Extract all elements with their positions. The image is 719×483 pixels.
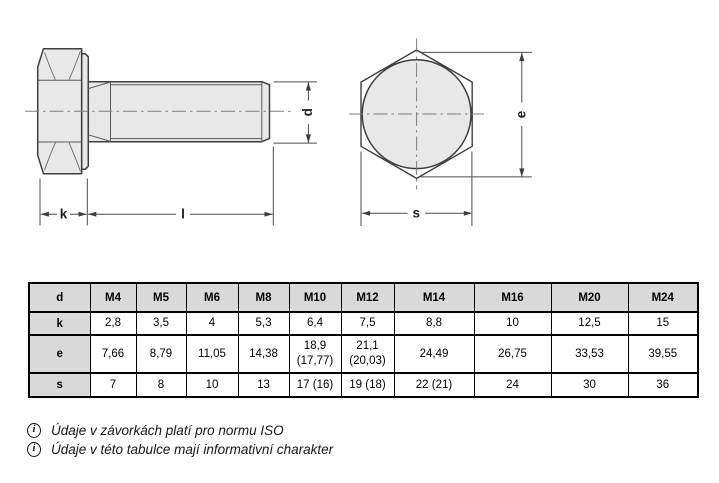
d-arrow-down [305, 134, 311, 143]
table-body: k 2,8 3,5 4 5,3 6,4 7,5 8,8 10 12,5 15 e 7,66 8,79 11,… [28, 311, 699, 398]
dimension-value-cell: 15 [627, 311, 699, 336]
column-header: M8 [237, 282, 290, 313]
head-chamfer-arc [44, 52, 56, 80]
dimension-value-cell: 36 [627, 372, 699, 398]
bolt-side-view: d k l [25, 47, 317, 226]
column-header: M24 [627, 282, 699, 313]
dimension-value-cell: 7,5 [340, 311, 395, 336]
s-arrow-left [361, 210, 370, 216]
bolt-front-view: e s [349, 38, 532, 226]
dimension-value-cell: 3,5 [135, 311, 187, 336]
dimension-value-cell: 4 [185, 311, 239, 336]
dimension-label-s: s [413, 205, 421, 220]
table-row: k 2,8 3,5 4 5,3 6,4 7,5 8,8 10 12,5 15 [28, 311, 699, 336]
row-label: k [28, 311, 91, 336]
dimension-value-cell: 24,49 [393, 334, 475, 374]
dimension-value-cell: 30 [550, 372, 629, 398]
column-header: M10 [288, 282, 342, 313]
dimension-value-cell: 18,9 (17,77) [288, 334, 342, 374]
dimension-value-cell: 13 [237, 372, 290, 398]
dimension-value-cell: 5,3 [237, 311, 290, 336]
table-row: s 7 8 10 13 17 (16) 19 (18) 22 (21) 24 30 36 [28, 372, 699, 398]
k-arrow-left [40, 211, 49, 217]
column-header: M16 [473, 282, 552, 313]
e-extension-lines [420, 51, 532, 178]
dimension-label-d: d [300, 108, 315, 116]
dimension-s: s [360, 151, 473, 226]
dimension-value-cell: 8 [135, 372, 187, 398]
head-chamfer-arc [68, 142, 81, 172]
k-arrow-right [78, 211, 87, 217]
thread-runout-bottom [88, 134, 111, 142]
info-icon: i [27, 423, 41, 438]
column-header: M12 [340, 282, 395, 313]
dimension-value-cell: 12,5 [550, 311, 629, 336]
dimension-d: d [273, 81, 317, 144]
row-label: s [28, 372, 91, 398]
dimension-value-cell: 39,55 [627, 334, 699, 374]
dimension-label-e: e [514, 110, 529, 118]
column-header: M20 [550, 282, 629, 313]
info-icon: i [27, 442, 41, 457]
k-l-extension-lines [39, 146, 274, 226]
e-arrow-down [519, 168, 525, 177]
dimension-value-cell: 11,05 [185, 334, 239, 374]
dimension-label-l: l [181, 206, 185, 221]
head-chamfer-arc [68, 50, 81, 80]
l-arrow-right [264, 211, 273, 217]
column-header: M14 [393, 282, 475, 313]
dimension-value-cell: 6,4 [288, 311, 342, 336]
footnotes: i Údaje v závorkách platí pro normu ISO i Ú… [27, 423, 333, 457]
dimensions-table: d M4 M5 M6 M8 M10 M12 M14 M16 M20 M24 k 2,8 3,5 4 5,3 6… [28, 282, 699, 398]
footnote-text: Údaje v této tabulce mají informativní c… [51, 442, 334, 457]
footnote: i Údaje v závorkách platí pro normu ISO [27, 423, 333, 438]
dimension-k-l: k l [39, 146, 274, 226]
column-header: d [28, 282, 91, 313]
dimension-value-cell: 19 (18) [340, 372, 395, 398]
column-header: M5 [135, 282, 187, 313]
dimension-value-cell: 33,53 [550, 334, 629, 374]
dimension-label-k: k [60, 206, 68, 221]
dimension-value-cell: 24 [473, 372, 552, 398]
head-chamfer-arc [44, 142, 56, 171]
dimension-value-cell: 22 (21) [393, 372, 475, 398]
s-extension-lines [360, 151, 473, 226]
table-header-row: d M4 M5 M6 M8 M10 M12 M14 M16 M20 M24 [28, 282, 699, 313]
footnote-text: Údaje v závorkách platí pro normu ISO [51, 423, 284, 438]
l-arrow-left [88, 211, 97, 217]
bolt-technical-drawing: d k l e [25, 38, 532, 226]
d-extension-lines [273, 81, 317, 144]
dimension-value-cell: 14,38 [237, 334, 290, 374]
footnote: i Údaje v této tabulce mají informativní … [27, 442, 333, 457]
dimension-value-cell: 17 (16) [288, 372, 342, 398]
dimension-value-cell: 8,8 [393, 311, 475, 336]
column-header: M6 [185, 282, 239, 313]
row-label: e [28, 334, 91, 374]
dimension-e: e [420, 51, 532, 178]
dimension-value-cell: 21,1 (20,03) [340, 334, 395, 374]
dimensions-table-wrap: d M4 M5 M6 M8 M10 M12 M14 M16 M20 M24 k 2,8 3,5 4 5,3 6… [28, 282, 699, 398]
dimension-value-cell: 26,75 [473, 334, 552, 374]
dimension-value-cell: 7,66 [89, 334, 137, 374]
column-header: M4 [89, 282, 137, 313]
thread-runout-top [88, 81, 111, 90]
dimension-value-cell: 10 [473, 311, 552, 336]
e-arrow-up [519, 52, 525, 62]
table-row: e 7,66 8,79 11,05 14,38 18,9 (17,77) 21,1 (20,… [28, 334, 699, 374]
dimension-value-cell: 8,79 [135, 334, 187, 374]
bolt-drawing-svg: d k l e [25, 38, 532, 226]
dimension-value-cell: 2,8 [89, 311, 137, 336]
dimension-value-cell: 10 [185, 372, 239, 398]
dimension-value-cell: 7 [89, 372, 137, 398]
s-arrow-right [463, 210, 473, 216]
d-arrow-up [305, 82, 311, 91]
